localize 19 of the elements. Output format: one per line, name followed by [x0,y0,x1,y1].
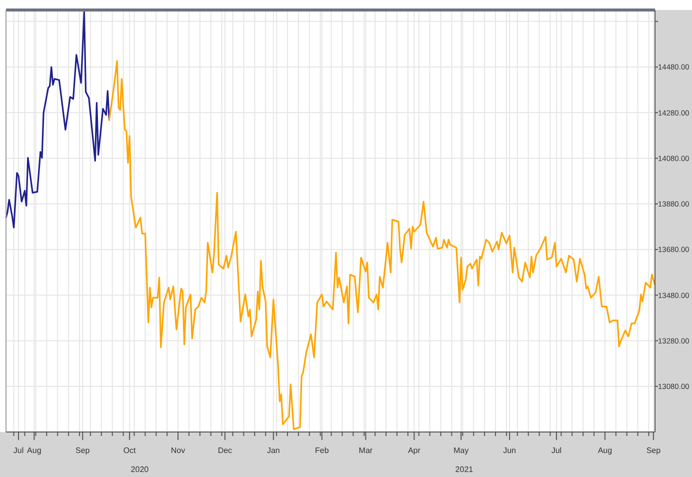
text: 2020 [130,465,150,474]
x-tick-label: May [454,446,469,455]
x-tick-label: Aug [598,446,612,455]
x-tick-label: Feb [315,446,330,455]
text: 2021 [455,465,474,474]
x-tick-label: Jan [266,446,280,455]
x-tick-label: Sep [76,446,90,455]
x-tick-label: Apr [408,446,421,455]
x-tick-label: Dec [218,446,232,455]
x-tick-label: Jul [551,446,562,455]
x-tick-label: Jun [503,446,516,455]
x-tick-label: Nov [170,446,186,455]
x-tick-label: Aug [27,446,42,455]
x-tick-label: Oct [123,446,137,455]
x-tick-label: Sep [646,446,662,455]
x-tick-label: Jul [13,446,24,455]
line-series [108,60,656,430]
line-series [5,11,110,228]
x-tick-label: Mar [358,446,373,455]
